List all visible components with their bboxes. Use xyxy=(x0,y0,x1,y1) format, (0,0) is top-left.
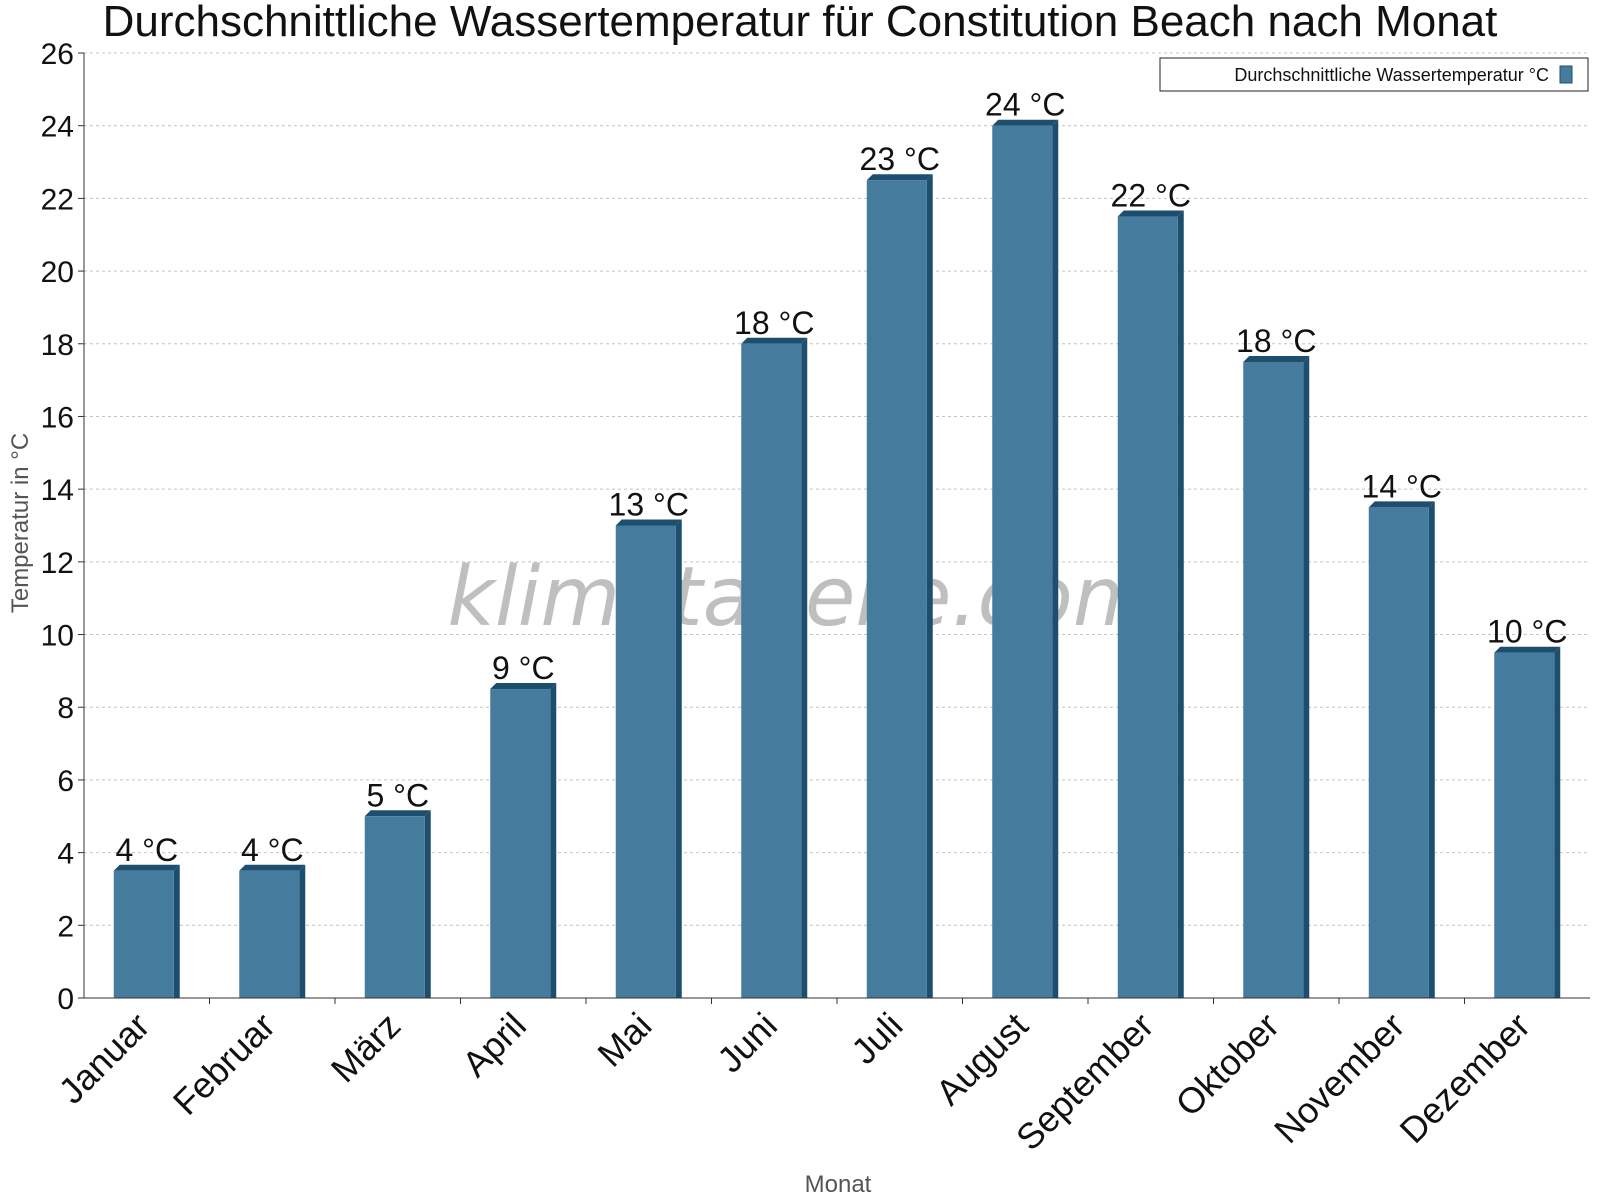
legend: Durchschnittliche Wassertemperatur °C xyxy=(1159,57,1589,92)
bar xyxy=(1494,652,1555,998)
bar-value-label: 22 °C xyxy=(1111,178,1191,214)
bar-top xyxy=(992,119,1059,126)
y-tick-label: 2 xyxy=(57,910,74,943)
bar-value-label: 18 °C xyxy=(1236,323,1316,359)
x-tick-label: August xyxy=(928,1005,1036,1113)
y-tick-label: 14 xyxy=(41,474,74,507)
bar xyxy=(992,125,1053,998)
legend-label: Durchschnittliche Wassertemperatur °C xyxy=(1234,65,1549,85)
bar-value-label: 9 °C xyxy=(492,650,555,686)
bar xyxy=(490,689,551,998)
y-tick-label: 16 xyxy=(41,401,74,434)
bar-layer: 4 °C 4 °C 5 °C 9 °C 13 °C 18 °C 23 °C 24 °C 22 °… xyxy=(113,87,1567,999)
bar-value-label: 23 °C xyxy=(860,141,940,177)
bar-top xyxy=(364,810,431,817)
bar-value-label: 24 °C xyxy=(985,87,1065,123)
bar-side xyxy=(1554,646,1561,998)
y-tick-label: 22 xyxy=(41,183,74,216)
x-tick-label: Februar xyxy=(165,1005,283,1123)
chart-title: Durchschnittliche Wassertemperatur für C… xyxy=(103,0,1498,46)
bar xyxy=(1117,216,1178,999)
bar-side xyxy=(675,519,682,998)
y-tick-label: 6 xyxy=(57,765,74,798)
bar-side xyxy=(1177,210,1184,999)
x-tick-label: April xyxy=(454,1005,534,1085)
bar-value-label: 18 °C xyxy=(734,305,814,341)
x-tick-label: Juli xyxy=(843,1005,910,1072)
bar-side xyxy=(926,174,933,998)
bar xyxy=(1368,507,1429,998)
grid-layer xyxy=(84,52,1590,926)
y-tick-label: 4 xyxy=(57,838,74,871)
bar-value-label: 5 °C xyxy=(366,777,429,813)
bar-value-label: 13 °C xyxy=(609,487,689,523)
legend-box xyxy=(1159,57,1589,92)
bar xyxy=(615,525,676,998)
x-axis-label: Monat xyxy=(805,1171,872,1198)
y-tick-label: 8 xyxy=(57,692,74,725)
bar-value-label: 4 °C xyxy=(115,832,178,868)
bar-value-label: 10 °C xyxy=(1487,614,1567,650)
bar-top xyxy=(615,519,682,526)
x-tick-label: Oktober xyxy=(1167,1005,1287,1125)
legend-swatch xyxy=(1559,65,1573,84)
y-axis-label: Temperatur in °C xyxy=(7,433,34,613)
bar xyxy=(239,870,300,998)
bar-side xyxy=(299,864,306,998)
bar xyxy=(741,343,802,998)
x-tick-label: November xyxy=(1266,1005,1412,1151)
y-tick-label: 18 xyxy=(41,329,74,362)
y-tick-label: 24 xyxy=(41,111,74,144)
bar-top xyxy=(1494,646,1561,653)
bar-top xyxy=(113,864,180,871)
bar-side xyxy=(173,864,180,998)
bar-top xyxy=(490,683,557,690)
x-tick-label: September xyxy=(1008,1005,1162,1159)
bar xyxy=(364,816,425,998)
bar-side xyxy=(1303,355,1310,998)
bar-top xyxy=(741,337,808,344)
bar xyxy=(866,180,927,998)
y-tick-label: 26 xyxy=(41,38,74,71)
bar xyxy=(113,870,174,998)
bar-top xyxy=(1368,501,1435,508)
bar xyxy=(1243,361,1304,998)
bar-side xyxy=(801,337,808,998)
bar-side xyxy=(1428,501,1435,998)
y-tick-label: 20 xyxy=(41,256,74,289)
y-tick-label: 10 xyxy=(41,620,74,653)
bar-side xyxy=(550,683,557,998)
bar-top xyxy=(1243,355,1310,362)
x-tick-label: Dezember xyxy=(1391,1005,1537,1151)
bar-top xyxy=(1117,210,1184,217)
bar-side xyxy=(1052,119,1059,998)
bar-side xyxy=(424,810,431,998)
x-tick-label: März xyxy=(323,1005,409,1091)
bar-value-label: 14 °C xyxy=(1362,468,1442,504)
x-tick-label: Mai xyxy=(589,1005,659,1075)
bar-top xyxy=(239,864,306,871)
bar-top xyxy=(866,174,933,181)
x-tick-label: Januar xyxy=(51,1005,158,1112)
x-tick-label: Juni xyxy=(709,1005,785,1081)
y-tick-label: 12 xyxy=(41,547,74,580)
bar-value-label: 4 °C xyxy=(241,832,304,868)
y-tick-label: 0 xyxy=(57,983,74,1016)
